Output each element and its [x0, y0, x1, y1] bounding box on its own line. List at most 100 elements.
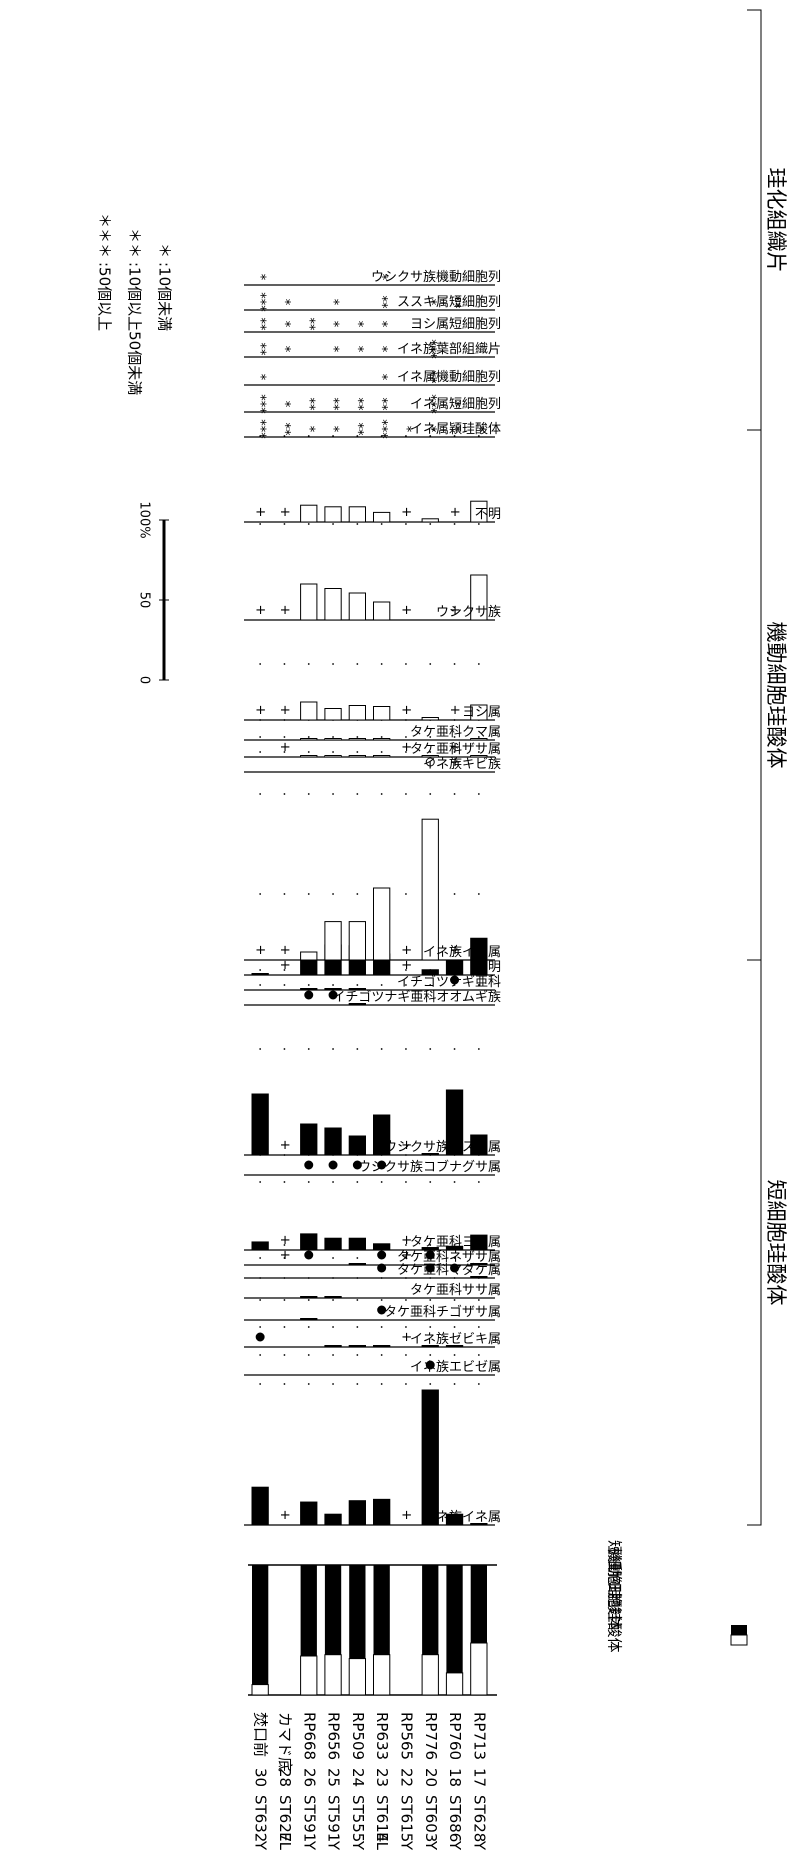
short-cell-bar: [445, 1513, 464, 1526]
sample-layer: EL: [373, 1832, 391, 1850]
motor-cell-bar: [300, 738, 318, 741]
tissue-mark: *: [277, 346, 292, 353]
tissue-mark: **: [350, 423, 365, 437]
tissue-mark: **: [447, 296, 462, 310]
dot-marker: [332, 1354, 334, 1356]
motor-cell-bar: [348, 738, 366, 741]
dot-marker: [380, 1354, 383, 1356]
short-cell-dot: [450, 1263, 460, 1273]
dot-marker: [332, 1048, 334, 1050]
dot-marker: [283, 1299, 286, 1301]
column-label: イネ属機動細胞列: [397, 370, 501, 385]
sample-layer: Y: [252, 1840, 270, 1851]
dot-marker: [307, 1354, 310, 1356]
dot-marker: [356, 1383, 359, 1385]
dot-marker: [356, 893, 359, 895]
dot-marker: [307, 984, 310, 986]
short-cell-bar: [445, 1089, 464, 1156]
column-label: タケ亜科クマ属: [410, 725, 501, 740]
tissue-mark: *: [471, 426, 486, 433]
dot-marker: [283, 893, 286, 895]
motor-cell-trace: +: [253, 507, 268, 518]
dot-marker: [405, 1299, 407, 1301]
short-cell-bar: [372, 1114, 391, 1156]
motor-cell-bar: [300, 583, 318, 621]
column-label: ススキ属短細胞列: [397, 295, 501, 310]
motor-cell-trace: +: [253, 705, 268, 716]
short-cell-bar: [300, 988, 318, 991]
sample-site: ST627: [276, 1795, 294, 1842]
column-label: イネ属穎珪酸体: [410, 422, 501, 437]
legend-text: :10個未満: [156, 262, 174, 331]
ratio-bar-motor: [348, 1658, 366, 1696]
motor-cell-trace: +: [398, 945, 413, 956]
dot-marker: [429, 1354, 432, 1356]
dot-marker: [380, 793, 383, 795]
dot-marker: [283, 969, 286, 971]
tissue-mark: *: [301, 426, 316, 433]
motor-cell-bar: [421, 518, 439, 523]
ratio-bar-short: [422, 1565, 439, 1655]
short-cell-bar: [372, 1498, 391, 1526]
motor-cell-bar: [470, 704, 488, 721]
short-cell-bar: [251, 1093, 269, 1156]
short-cell-dot: [352, 1160, 362, 1170]
dot-marker: [429, 1299, 432, 1301]
dot-marker: [259, 1354, 262, 1356]
dot-marker: [405, 1048, 407, 1050]
dot-marker: [405, 1354, 407, 1356]
motor-cell-bar: [300, 951, 318, 961]
dot-marker: [405, 1244, 407, 1246]
sample-layer: Y: [397, 1840, 415, 1851]
ratio-bar-motor: [470, 1642, 488, 1696]
tissue-mark: *: [253, 274, 268, 281]
tissue-mark: *: [447, 401, 462, 408]
sample-site: ST686: [446, 1795, 464, 1842]
dot-marker: [283, 984, 286, 986]
dot-marker: [332, 751, 334, 753]
short-cell-trace: +: [398, 1140, 413, 1151]
dot-marker: [477, 1181, 480, 1183]
sample-code: RP668: [300, 1712, 318, 1760]
dot-marker: [477, 984, 480, 986]
motor-cell-trace: +: [277, 742, 292, 753]
tissue-mark: ***: [374, 419, 389, 439]
motor-cell-bar: [324, 738, 342, 741]
dot-marker: [332, 893, 334, 895]
legend-symbol: ＊＊: [126, 228, 144, 258]
dot-marker: [332, 1326, 334, 1328]
dot-marker: [453, 793, 456, 795]
dot-marker: [356, 984, 359, 986]
sample-site: ST632: [252, 1795, 270, 1842]
ratio-bar-short: [470, 1565, 487, 1643]
dot-marker: [380, 736, 383, 738]
dot-marker: [356, 1326, 359, 1328]
column-label: イネ族キビ族: [423, 756, 501, 772]
motor-cell-bar: [324, 588, 342, 621]
short-cell-bar: [324, 1513, 342, 1526]
dot-marker: [380, 984, 383, 986]
dot-marker: [307, 1326, 310, 1328]
dot-marker: [429, 1181, 432, 1183]
short-cell-dot: [425, 1263, 435, 1273]
sample-code: RP633: [373, 1712, 391, 1760]
sample-layer: Y: [446, 1840, 464, 1851]
dot-marker: [283, 1383, 286, 1385]
short-cell-bar: [348, 988, 366, 991]
short-cell-dot: [377, 1263, 387, 1273]
tissue-mark: ***: [253, 419, 268, 439]
motor-cell-trace: +: [253, 945, 268, 956]
tissue-mark: **: [301, 398, 316, 412]
ratio-bar-motor: [372, 1654, 391, 1696]
short-cell-bar: [348, 1345, 366, 1348]
motor-cell-trace: +: [447, 742, 462, 753]
dot-marker: [259, 793, 262, 795]
short-cell-bar: [251, 973, 269, 976]
column-label: イネ族葉部組織片: [397, 341, 501, 357]
dot-marker: [332, 1257, 334, 1259]
dot-marker: [283, 1048, 286, 1050]
column-label: ウシクサ族: [436, 604, 501, 620]
motor-cell-trace: +: [398, 605, 413, 616]
tissue-mark: **: [301, 318, 316, 332]
tissue-mark: *: [326, 321, 341, 328]
